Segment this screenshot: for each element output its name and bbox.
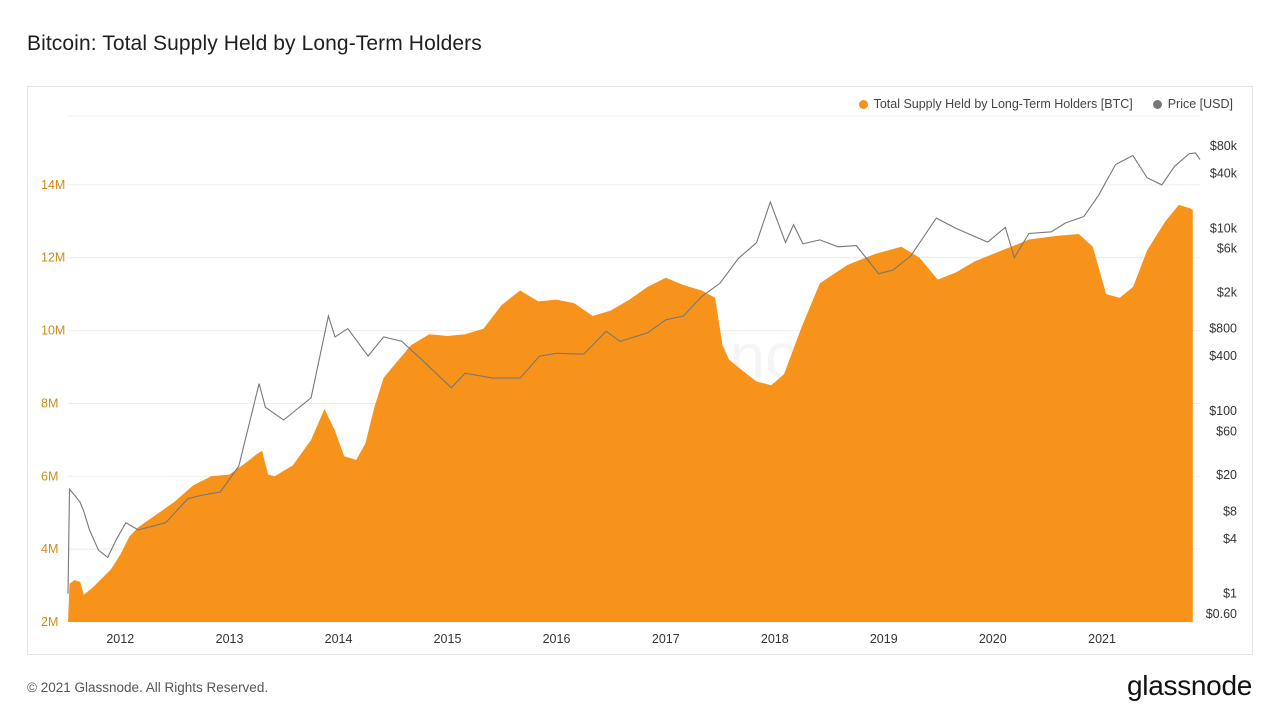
right-tick-$6k: $6k <box>1217 242 1238 256</box>
brand-logo[interactable]: glassnode <box>1127 670 1252 701</box>
chart-legend: Total Supply Held by Long-Term Holders [… <box>858 97 1233 111</box>
left-axis: 2M 4M 6M 8M 10M 12M 14M <box>41 178 65 629</box>
left-tick-2M: 2M <box>41 615 58 629</box>
lth-supply-area-path <box>68 204 1193 622</box>
right-tick-$800: $800 <box>1209 322 1237 336</box>
right-axis: $0.60 $1 $4 $8 $20 $60 $100 $400 $800 $2k $6k $10k $… <box>1206 139 1238 621</box>
x-tick-2020: 2020 <box>979 632 1007 646</box>
right-tick-$400: $400 <box>1209 349 1237 363</box>
x-tick-2017: 2017 <box>652 632 680 646</box>
x-tick-2013: 2013 <box>216 632 244 646</box>
x-tick-2021: 2021 <box>1088 632 1116 646</box>
x-tick-2016: 2016 <box>543 632 571 646</box>
x-tick-2019: 2019 <box>870 632 898 646</box>
right-tick-$60: $60 <box>1216 424 1237 438</box>
copyright-footer: © 2021 Glassnode. All Rights Reserved. <box>27 680 269 695</box>
legend-label-lth-supply: Total Supply Held by Long-Term Holders [… <box>873 97 1133 111</box>
right-tick-$4: $4 <box>1223 532 1237 546</box>
left-tick-6M: 6M <box>41 469 58 483</box>
right-tick-$100: $100 <box>1209 404 1237 418</box>
x-tick-2018: 2018 <box>761 632 789 646</box>
right-tick-$40k: $40k <box>1210 166 1238 180</box>
right-tick-$20: $20 <box>1216 468 1237 482</box>
left-tick-8M: 8M <box>41 396 58 410</box>
left-tick-10M: 10M <box>41 324 65 338</box>
left-tick-12M: 12M <box>41 251 65 265</box>
legend-dot-price <box>1152 99 1162 109</box>
left-tick-4M: 4M <box>41 542 58 556</box>
right-tick-$1: $1 <box>1223 587 1237 601</box>
right-tick-$8: $8 <box>1223 504 1237 518</box>
right-tick-$80k: $80k <box>1210 139 1238 153</box>
right-tick-$0.60: $0.60 <box>1206 607 1237 621</box>
legend-item-lth-supply[interactable]: Total Supply Held by Long-Term Holders [… <box>858 97 1133 111</box>
price-line-path <box>67 152 1201 594</box>
chart-title: Bitcoin: Total Supply Held by Long-Term … <box>27 32 482 55</box>
x-tick-2015: 2015 <box>434 632 462 646</box>
legend-item-price[interactable]: Price [USD] <box>1152 97 1233 111</box>
price-line <box>67 152 1201 594</box>
lth-supply-area <box>68 204 1193 622</box>
x-axis: 2012 2013 2014 2015 2016 2017 2018 2019 2020 2021 <box>106 632 1116 646</box>
legend-dot-lth-supply <box>858 99 868 109</box>
right-tick-$10k: $10k <box>1210 221 1238 235</box>
x-tick-2014: 2014 <box>325 632 353 646</box>
right-tick-$2k: $2k <box>1217 285 1238 299</box>
left-tick-14M: 14M <box>41 178 65 192</box>
x-tick-2012: 2012 <box>106 632 134 646</box>
legend-label-price: Price [USD] <box>1167 97 1233 111</box>
